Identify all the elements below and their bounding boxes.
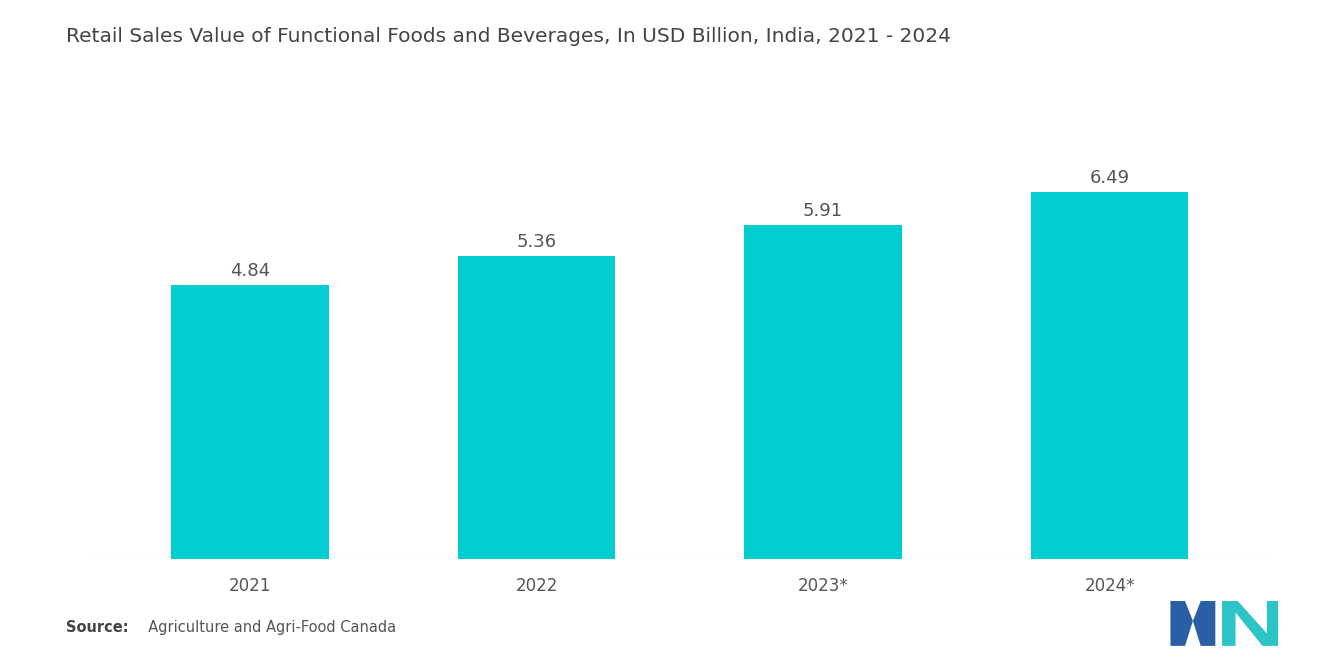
Bar bbox=[172, 285, 329, 559]
Text: 5.36: 5.36 bbox=[516, 233, 557, 251]
Text: 4.84: 4.84 bbox=[230, 263, 271, 281]
Text: Source:: Source: bbox=[66, 620, 128, 635]
Text: 5.91: 5.91 bbox=[803, 202, 843, 220]
Bar bbox=[1031, 192, 1188, 559]
Text: Agriculture and Agri-Food Canada: Agriculture and Agri-Food Canada bbox=[139, 620, 396, 635]
Polygon shape bbox=[1222, 601, 1278, 646]
Polygon shape bbox=[1171, 601, 1193, 646]
Bar bbox=[458, 255, 615, 559]
Text: 6.49: 6.49 bbox=[1089, 169, 1130, 188]
Bar bbox=[744, 225, 902, 559]
Text: Retail Sales Value of Functional Foods and Beverages, In USD Billion, India, 202: Retail Sales Value of Functional Foods a… bbox=[66, 27, 950, 46]
Polygon shape bbox=[1193, 601, 1216, 646]
